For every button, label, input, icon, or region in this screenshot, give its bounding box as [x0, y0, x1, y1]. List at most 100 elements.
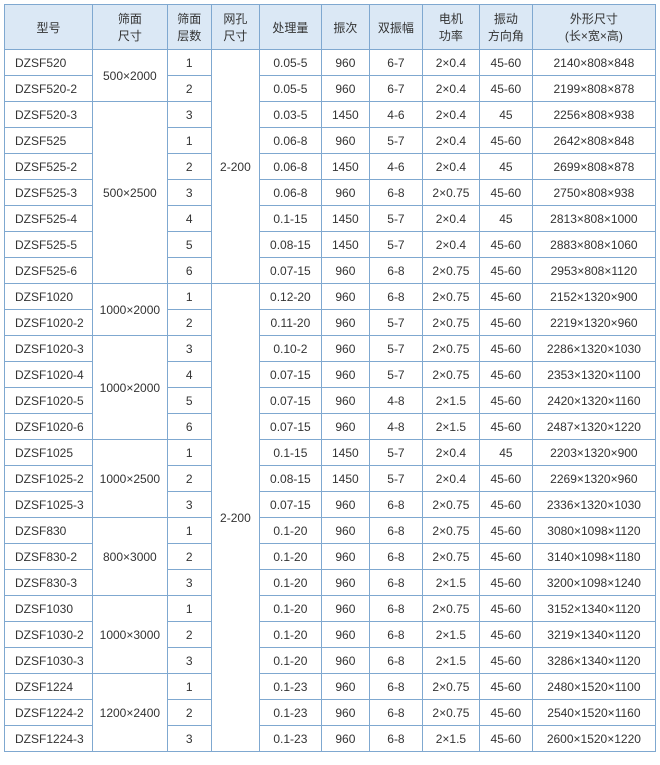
cell: 45 — [480, 206, 533, 232]
cell: 1450 — [321, 466, 369, 492]
col-header: 振动方向角 — [480, 5, 533, 50]
cell: 0.03-5 — [260, 102, 322, 128]
cell: 0.1-20 — [260, 544, 322, 570]
cell: 5-7 — [370, 440, 423, 466]
cell: 3140×1098×1180 — [532, 544, 655, 570]
cell: 3200×1098×1240 — [532, 570, 655, 596]
cell: 0.06-8 — [260, 154, 322, 180]
cell: 45-60 — [480, 622, 533, 648]
cell: DZSF1030 — [5, 596, 93, 622]
cell: 0.07-15 — [260, 414, 322, 440]
cell: 2×0.75 — [422, 284, 479, 310]
cell: 960 — [321, 258, 369, 284]
cell: 0.1-15 — [260, 206, 322, 232]
col-header: 筛面尺寸 — [92, 5, 167, 50]
cell: 6-7 — [370, 76, 423, 102]
cell: 2×0.4 — [422, 154, 479, 180]
cell: 960 — [321, 128, 369, 154]
cell: 1450 — [321, 232, 369, 258]
cell: 5 — [167, 388, 211, 414]
cell: 3 — [167, 570, 211, 596]
cell: 0.1-20 — [260, 648, 322, 674]
cell: 2×0.75 — [422, 258, 479, 284]
cell: 6-8 — [370, 258, 423, 284]
col-header: 处理量 — [260, 5, 322, 50]
cell: 0.08-15 — [260, 466, 322, 492]
cell: 4-8 — [370, 388, 423, 414]
cell: 4 — [167, 362, 211, 388]
cell: 2353×1320×1100 — [532, 362, 655, 388]
screen-size-cell: 1000×2000 — [92, 284, 167, 336]
cell: 2480×1520×1100 — [532, 674, 655, 700]
cell: 1 — [167, 518, 211, 544]
col-header: 网孔尺寸 — [211, 5, 259, 50]
cell: 0.1-20 — [260, 596, 322, 622]
cell: 3 — [167, 180, 211, 206]
col-header: 筛面层数 — [167, 5, 211, 50]
cell: 6-8 — [370, 180, 423, 206]
cell: 2×0.4 — [422, 440, 479, 466]
cell: 6-8 — [370, 700, 423, 726]
cell: 0.1-23 — [260, 674, 322, 700]
cell: 2 — [167, 622, 211, 648]
cell: 6-8 — [370, 492, 423, 518]
cell: 2336×1320×1030 — [532, 492, 655, 518]
cell: 0.1-20 — [260, 622, 322, 648]
cell: 1 — [167, 50, 211, 76]
cell: 960 — [321, 518, 369, 544]
cell: 0.1-23 — [260, 726, 322, 752]
cell: 2×1.5 — [422, 726, 479, 752]
cell: 1450 — [321, 440, 369, 466]
cell: 960 — [321, 284, 369, 310]
cell: 45-60 — [480, 466, 533, 492]
cell: 960 — [321, 570, 369, 596]
col-header: 型号 — [5, 5, 93, 50]
cell: 0.1-20 — [260, 518, 322, 544]
cell: 1450 — [321, 206, 369, 232]
screen-size-cell: 800×3000 — [92, 518, 167, 596]
cell: 5-7 — [370, 128, 423, 154]
mesh-size-cell: 2-200 — [211, 284, 259, 752]
cell: 6-8 — [370, 570, 423, 596]
screen-size-cell: 1000×2000 — [92, 336, 167, 440]
cell: 2420×1320×1160 — [532, 388, 655, 414]
cell: 0.06-8 — [260, 180, 322, 206]
cell: 2 — [167, 544, 211, 570]
cell: 2×1.5 — [422, 388, 479, 414]
cell: 2×0.4 — [422, 128, 479, 154]
cell: 0.12-20 — [260, 284, 322, 310]
table-row: DZSF520-3500×250030.03-514504-62×0.44522… — [5, 102, 656, 128]
cell: 6-8 — [370, 284, 423, 310]
cell: 2×1.5 — [422, 414, 479, 440]
cell: 2540×1520×1160 — [532, 700, 655, 726]
cell: 45 — [480, 102, 533, 128]
cell: 45 — [480, 154, 533, 180]
cell: 2219×1320×960 — [532, 310, 655, 336]
cell: 3 — [167, 102, 211, 128]
cell: 960 — [321, 76, 369, 102]
table-header-row: 型号筛面尺寸筛面层数网孔尺寸处理量振次双振幅电机功率振动方向角外形尺寸(长×宽×… — [5, 5, 656, 50]
cell: 6-8 — [370, 544, 423, 570]
table-row: DZSF830800×300010.1-209606-82×0.7545-603… — [5, 518, 656, 544]
cell: 6 — [167, 258, 211, 284]
cell: 0.1-15 — [260, 440, 322, 466]
cell: 2×0.4 — [422, 466, 479, 492]
cell: 960 — [321, 674, 369, 700]
cell: 2140×808×848 — [532, 50, 655, 76]
cell: 5-7 — [370, 232, 423, 258]
cell: 0.07-15 — [260, 492, 322, 518]
cell: 960 — [321, 180, 369, 206]
screen-size-cell: 1000×2500 — [92, 440, 167, 518]
cell: 2 — [167, 310, 211, 336]
cell: 2×0.75 — [422, 336, 479, 362]
cell: 2×0.75 — [422, 674, 479, 700]
cell: 2×0.75 — [422, 362, 479, 388]
cell: 45-60 — [480, 492, 533, 518]
cell: 960 — [321, 362, 369, 388]
cell: 5-7 — [370, 466, 423, 492]
cell: 2×0.75 — [422, 492, 479, 518]
cell: 2203×1320×900 — [532, 440, 655, 466]
cell: 2×0.75 — [422, 180, 479, 206]
cell: 3219×1340×1120 — [532, 622, 655, 648]
cell: 1 — [167, 674, 211, 700]
